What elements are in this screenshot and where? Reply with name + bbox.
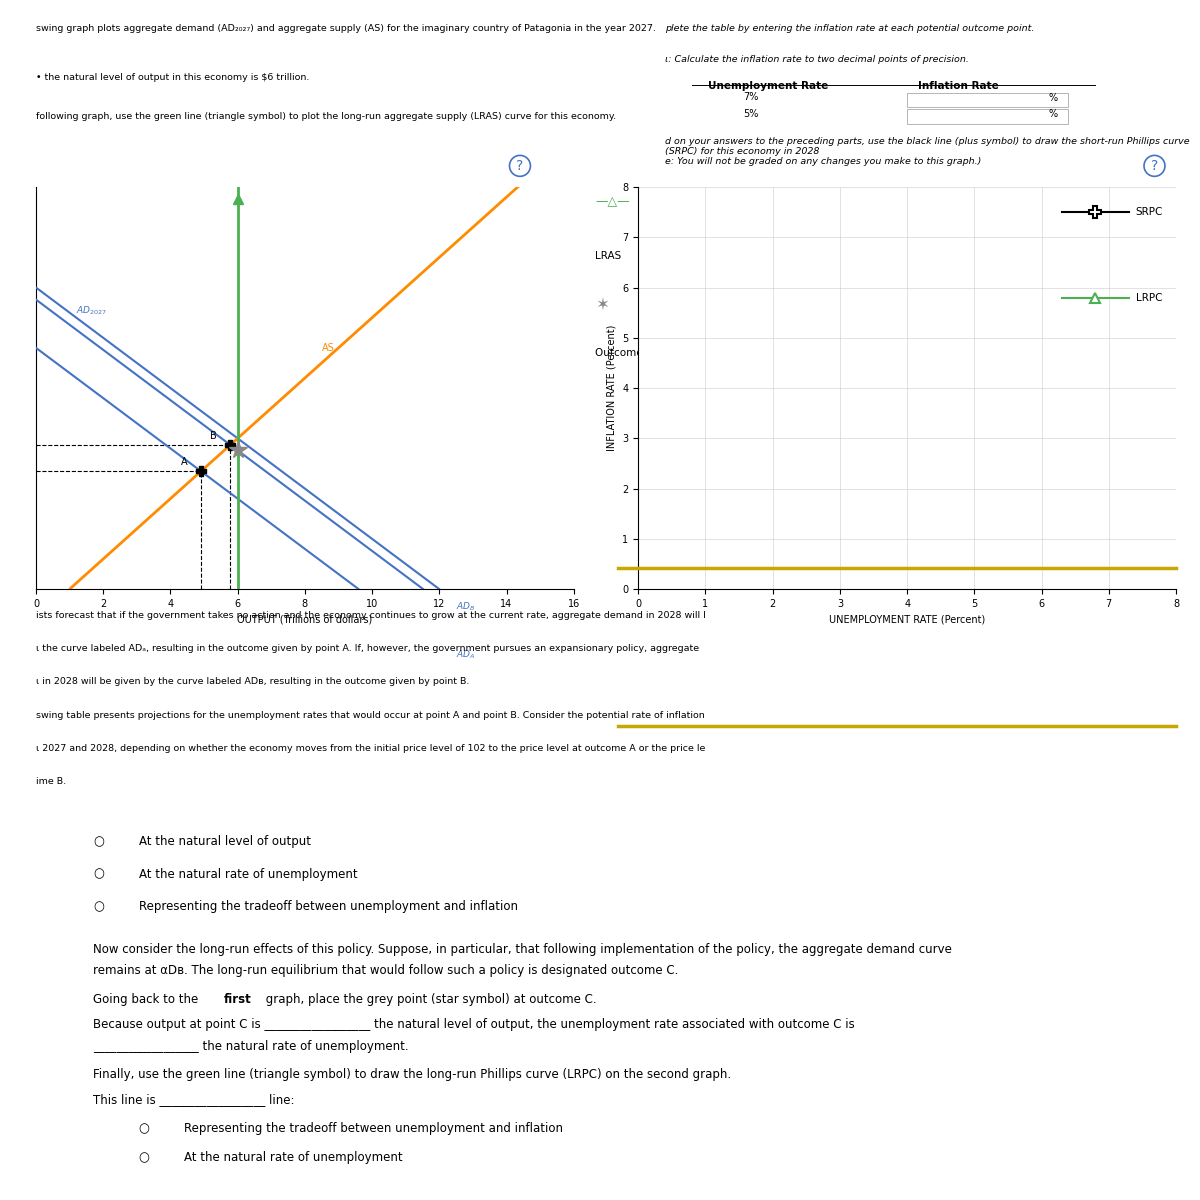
Text: graph, place the grey point (star symbol) at outcome C.: graph, place the grey point (star symbol…: [262, 994, 596, 1006]
Text: Going back to the: Going back to the: [94, 994, 202, 1006]
X-axis label: UNEMPLOYMENT RATE (Percent): UNEMPLOYMENT RATE (Percent): [829, 614, 985, 624]
Text: remains at αDʙ. The long-run equilibrium that would follow such a policy is desi: remains at αDʙ. The long-run equilibrium…: [94, 965, 678, 978]
Text: At the natural rate of unemployment: At the natural rate of unemployment: [139, 868, 358, 881]
Text: At the natural level of output: At the natural level of output: [139, 835, 311, 848]
Text: 7%: 7%: [744, 92, 758, 102]
Text: This line is __________________ line:: This line is __________________ line:: [94, 1093, 294, 1106]
Text: Representing the tradeoff between unemployment and inflation: Representing the tradeoff between unempl…: [139, 900, 517, 913]
Text: —△—: —△—: [595, 196, 630, 208]
Point: [685, 78, 700, 92]
FancyBboxPatch shape: [907, 92, 1068, 107]
Text: swing table presents projections for the unemployment rates that would occur at : swing table presents projections for the…: [36, 710, 704, 720]
Text: LRAS: LRAS: [595, 251, 622, 262]
Text: Now consider the long-run effects of this policy. Suppose, in particular, that f: Now consider the long-run effects of thi…: [94, 943, 952, 956]
Text: ○: ○: [139, 1122, 150, 1135]
Text: ○: ○: [94, 835, 104, 848]
Text: ι 2027 and 2028, depending on whether the economy moves from the initial price l: ι 2027 and 2028, depending on whether th…: [36, 744, 706, 752]
Text: ι the curve labeled ADₐ, resulting in the outcome given by point A. If, however,: ι the curve labeled ADₐ, resulting in th…: [36, 644, 700, 653]
Text: Representing the tradeoff between unemployment and inflation: Representing the tradeoff between unempl…: [185, 1122, 563, 1135]
Text: following graph, use the green line (triangle symbol) to plot the long-run aggre: following graph, use the green line (tri…: [36, 112, 616, 120]
Text: Unemployment Rate: Unemployment Rate: [708, 80, 828, 90]
Text: SRPC: SRPC: [1135, 208, 1163, 217]
Y-axis label: INFLATION RATE (Percent): INFLATION RATE (Percent): [607, 325, 617, 451]
Text: swing graph plots aggregate demand (AD₂₀₂₇) and aggregate supply (AS) for the im: swing graph plots aggregate demand (AD₂₀…: [36, 24, 656, 32]
Text: %: %: [1049, 92, 1057, 102]
Text: plete the table by entering the inflation rate at each potential outcome point.: plete the table by entering the inflatio…: [665, 24, 1034, 32]
Text: ○: ○: [139, 1151, 150, 1164]
Text: %: %: [1049, 109, 1057, 120]
Text: Finally, use the green line (triangle symbol) to draw the long-run Phillips curv: Finally, use the green line (triangle sy…: [94, 1068, 731, 1081]
Text: e: You will not be graded on any changes you make to this graph.): e: You will not be graded on any changes…: [665, 157, 982, 166]
Text: ?: ?: [1151, 158, 1158, 173]
Text: AS: AS: [322, 343, 335, 353]
Text: ✶: ✶: [595, 295, 610, 313]
Text: ○: ○: [94, 868, 104, 881]
Text: LRPC: LRPC: [1135, 293, 1162, 302]
Text: Because output at point C is __________________ the natural level of output, the: Because output at point C is ___________…: [94, 1018, 854, 1031]
Text: 5%: 5%: [744, 109, 758, 119]
Text: $AD_{2027}$: $AD_{2027}$: [77, 305, 108, 317]
Text: ime B.: ime B.: [36, 778, 66, 786]
Text: Inflation Rate: Inflation Rate: [918, 80, 998, 90]
Text: Outcome C: Outcome C: [595, 348, 654, 358]
Text: • the natural level of output in this economy is $6 trillion.: • the natural level of output in this ec…: [36, 73, 310, 83]
Text: A: A: [181, 457, 187, 467]
Text: __________________ the natural rate of unemployment.: __________________ the natural rate of u…: [94, 1039, 409, 1052]
Text: At the natural rate of unemployment: At the natural rate of unemployment: [185, 1151, 403, 1164]
Text: ○: ○: [94, 900, 104, 913]
Text: first: first: [224, 994, 252, 1006]
Text: ists forecast that if the government takes no action and the economy continues t: ists forecast that if the government tak…: [36, 611, 706, 620]
Text: B: B: [210, 431, 217, 440]
Text: ?: ?: [516, 158, 523, 173]
Text: d on your answers to the preceding parts, use the black line (plus symbol) to dr: d on your answers to the preceding parts…: [665, 137, 1189, 156]
Point: [1088, 78, 1103, 92]
X-axis label: OUTPUT (Trillions of dollars): OUTPUT (Trillions of dollars): [238, 614, 372, 624]
FancyBboxPatch shape: [907, 109, 1068, 124]
Text: ι: Calculate the inflation rate to two decimal points of precision.: ι: Calculate the inflation rate to two d…: [665, 55, 970, 64]
Text: $AD_A$: $AD_A$: [456, 649, 475, 661]
Text: $AD_B$: $AD_B$: [456, 601, 475, 613]
Text: ι in 2028 will be given by the curve labeled ADʙ, resulting in the outcome given: ι in 2028 will be given by the curve lab…: [36, 677, 469, 686]
